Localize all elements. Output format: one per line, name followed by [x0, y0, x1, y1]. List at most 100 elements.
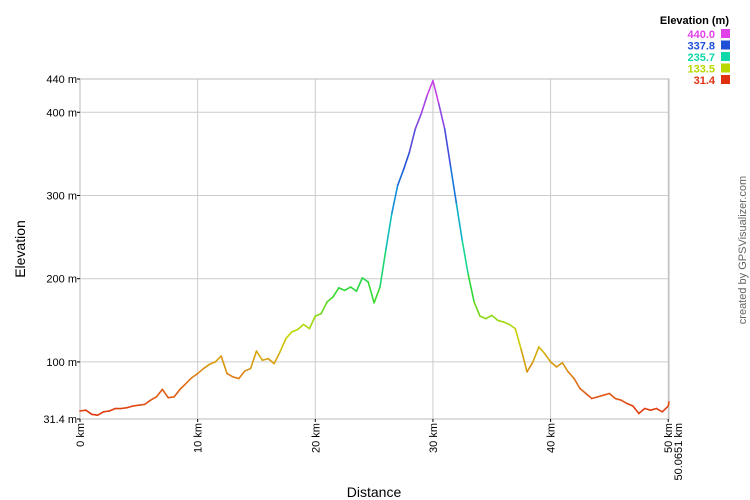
profile-segment [608, 392, 617, 400]
profile-segment [632, 405, 640, 415]
profile-segment [138, 403, 146, 406]
profile-segment [461, 240, 470, 276]
profile-segment [573, 377, 581, 390]
y-tick-label: 300 m [46, 190, 77, 202]
legend-entry-label: 440.0 [687, 29, 715, 41]
profile-segment [443, 128, 452, 168]
profile-segment [290, 328, 299, 333]
y-tick-label: 200 m [46, 274, 77, 286]
profile-segment [185, 376, 193, 385]
profile-segment [173, 388, 181, 398]
profile-segment [385, 213, 393, 251]
profile-segment [485, 314, 493, 320]
profile-segment [538, 346, 546, 355]
profile-segment [479, 315, 487, 320]
profile-segment [108, 407, 117, 412]
profile-segment [161, 388, 170, 399]
x-axis-title: Distance [347, 484, 402, 500]
profile-segment [220, 355, 228, 375]
profile-segment [149, 396, 158, 401]
profile-segment [596, 394, 605, 398]
profile-segment [449, 165, 458, 205]
profile-segment [214, 355, 222, 363]
y-tick-label: 100 m [46, 357, 77, 369]
profile-segment [267, 357, 275, 365]
profile-segment [79, 409, 87, 412]
profile-segment [202, 363, 211, 370]
legend-entry-label: 31.4 [694, 75, 716, 87]
profile-segment [655, 407, 664, 413]
profile-segment [432, 79, 440, 105]
profile-segment [567, 371, 575, 380]
legend-entry-label: 337.8 [687, 41, 715, 53]
profile-segment [543, 352, 552, 363]
y-tick-label: 400 m [46, 107, 77, 119]
profile-segment [520, 348, 528, 373]
profile-segment [255, 350, 264, 362]
profile-segment [179, 382, 187, 391]
profile-segment [532, 346, 540, 363]
profile-segment [120, 406, 128, 410]
x-tick-label: 20 km [310, 423, 322, 453]
profile-segment [561, 361, 570, 373]
y-axis-ticks: 31.4 m 100 m 200 m 300 m 400 m 440 m [43, 74, 80, 426]
profile-segment [643, 407, 652, 411]
profile-segment [314, 312, 322, 317]
profile-segment [367, 281, 375, 304]
profile-segment [208, 361, 217, 366]
profile-segment [96, 411, 105, 416]
profile-segment [614, 397, 622, 401]
profile-segment [426, 79, 434, 97]
x-tick-label: 50 km [663, 423, 675, 453]
profile-segment [226, 372, 234, 378]
profile-segment [438, 103, 446, 130]
y-axis-title: Elevation [12, 220, 28, 278]
profile-segment [320, 301, 328, 315]
profile-segment [355, 277, 364, 292]
profile-segment [190, 372, 199, 379]
profile-segment [579, 387, 587, 395]
profile-segment [196, 367, 205, 375]
profile-segment [102, 410, 111, 413]
profile-segment [402, 151, 411, 171]
profile-segment [249, 350, 258, 370]
profile-segment [649, 407, 658, 411]
grid-lines [79, 78, 669, 420]
x-tick-label: 50.0651 km [673, 423, 685, 480]
y-tick-label: 440 m [46, 74, 77, 86]
profile-segment [373, 286, 381, 304]
profile-segment [590, 396, 599, 400]
profile-segment [273, 351, 281, 365]
profile-segment [167, 396, 175, 399]
profile-segment [626, 402, 634, 407]
profile-segment [90, 413, 99, 416]
legend-title: Elevation (m) [660, 15, 729, 27]
profile-segment [467, 273, 475, 303]
profile-segment [296, 323, 305, 331]
profile-segment [338, 287, 346, 292]
profile-segment [502, 321, 511, 326]
profile-segment [508, 323, 517, 330]
elevation-profile-line [79, 79, 670, 416]
legend-entry-label: 235.7 [687, 52, 715, 64]
x-tick-label: 10 km [193, 423, 205, 453]
profile-segment [132, 404, 140, 407]
profile-segment [455, 203, 464, 243]
profile-segment [326, 296, 334, 303]
profile-segment [526, 361, 534, 373]
profile-segment [302, 323, 311, 330]
profile-segment [308, 315, 317, 330]
x-tick-label: 40 km [546, 423, 558, 453]
legend-swatch [721, 29, 730, 38]
profile-segment [473, 301, 481, 317]
legend-swatch [721, 52, 730, 61]
profile-segment [667, 401, 670, 407]
profile-segment [238, 370, 246, 380]
legend-entry-label: 133.5 [687, 64, 715, 76]
x-tick-label: 30 km [428, 423, 440, 453]
profile-segment [496, 319, 505, 323]
profile-segment [361, 277, 370, 283]
legend-swatch [721, 75, 730, 84]
